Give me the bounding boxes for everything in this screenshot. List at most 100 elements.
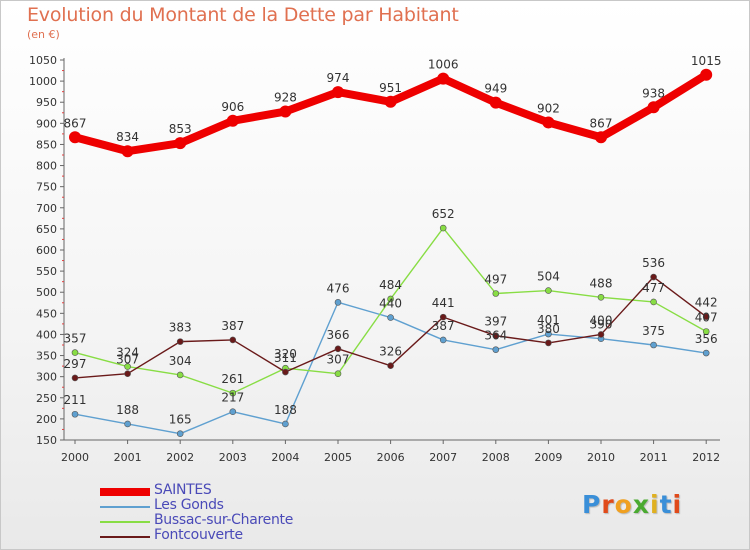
y-tick-label: 450 (36, 307, 57, 320)
data-label: 387 (221, 319, 244, 333)
data-point (229, 389, 237, 397)
data-point (124, 363, 131, 370)
data-label: 357 (64, 332, 87, 346)
data-point (650, 273, 657, 281)
data-label: 867 (64, 116, 87, 130)
data-label: 1006 (428, 58, 459, 72)
data-label: 211 (64, 393, 87, 407)
data-label: 949 (484, 82, 507, 96)
data-label: 401 (537, 313, 560, 327)
x-tick-label: 2010 (587, 451, 615, 464)
data-point (489, 96, 502, 109)
y-tick-label: 650 (36, 223, 57, 236)
x-tick-label: 2008 (482, 451, 510, 464)
data-label: 261 (221, 372, 244, 386)
data-label: 397 (484, 315, 507, 329)
logo-letter: o (614, 490, 633, 519)
data-label: 304 (169, 354, 192, 368)
data-label: 407 (695, 310, 718, 324)
y-tick-label: 950 (36, 96, 57, 109)
data-label: 387 (432, 319, 455, 333)
data-label: 1015 (691, 54, 722, 68)
x-tick-label: 2011 (640, 451, 668, 464)
data-label: 297 (64, 357, 87, 371)
data-label: 974 (327, 71, 350, 85)
logo-letter: x (632, 490, 650, 519)
x-tick-label: 2004 (271, 451, 299, 464)
data-label: 652 (432, 207, 455, 221)
data-point (439, 313, 447, 321)
legend-label: SAINTES (154, 482, 212, 498)
data-label: 390 (590, 318, 613, 332)
y-tick-label: 750 (36, 181, 57, 194)
data-label: 324 (116, 346, 139, 360)
data-label: 326 (379, 345, 402, 359)
y-tick-label: 150 (36, 434, 57, 447)
chart-title: Evolution du Montant de la Dette par Hab… (27, 4, 459, 26)
data-point (176, 430, 184, 437)
logo-letter: P (582, 490, 602, 519)
data-point (700, 68, 713, 81)
data-point (71, 410, 79, 418)
x-tick-label: 2009 (534, 451, 562, 464)
data-point (279, 105, 292, 118)
data-point (545, 339, 552, 347)
data-label: 853 (169, 122, 192, 136)
data-label: 188 (116, 403, 139, 417)
y-tick-label: 1000 (29, 75, 57, 88)
x-tick-label: 2000 (61, 451, 89, 464)
data-point (702, 313, 710, 321)
data-label: 165 (169, 413, 192, 427)
data-label: 951 (379, 81, 402, 95)
data-point (492, 290, 500, 297)
data-point (387, 362, 394, 369)
logo-letter: i (650, 490, 660, 519)
legend-label: Fontcouverte (154, 527, 243, 543)
data-point (124, 370, 131, 378)
proxiti-logo: Proxiti (582, 490, 682, 519)
data-point (229, 408, 237, 416)
data-point (542, 116, 555, 129)
data-label: 906 (221, 100, 244, 114)
data-label: 488 (590, 276, 613, 290)
data-label: 375 (642, 324, 665, 338)
data-label: 364 (484, 329, 507, 343)
data-point (439, 336, 447, 344)
data-label: 497 (484, 272, 507, 286)
data-label: 928 (274, 91, 297, 105)
data-point (437, 72, 450, 85)
data-label: 307 (116, 353, 139, 367)
legend-label: Bussac-sur-Charente (154, 512, 294, 528)
y-tick-label: 550 (36, 265, 57, 278)
data-label: 504 (537, 270, 560, 284)
data-label: 400 (590, 313, 613, 327)
data-label: 356 (695, 332, 718, 346)
legend-swatch (100, 488, 150, 496)
data-point (439, 224, 447, 232)
data-label: 307 (327, 353, 350, 367)
x-tick-label: 2003 (219, 451, 247, 464)
data-label: 366 (327, 328, 350, 342)
data-point (121, 145, 134, 158)
y-tick-label: 850 (36, 138, 57, 151)
data-point (334, 370, 342, 378)
y-tick-label: 900 (36, 117, 57, 130)
data-point (71, 349, 79, 356)
legend-swatch (100, 536, 150, 538)
data-label: 380 (537, 322, 560, 336)
data-point (334, 299, 342, 306)
data-point (384, 95, 397, 108)
data-point (650, 341, 657, 349)
data-point (174, 137, 187, 150)
data-label: 476 (327, 281, 350, 295)
y-tick-label: 250 (36, 392, 57, 405)
y-tick-label: 700 (36, 202, 57, 215)
legend-label: Les Gonds (154, 497, 224, 513)
data-point (282, 420, 289, 428)
data-point (176, 371, 184, 379)
data-point (69, 131, 81, 144)
y-tick-label: 400 (36, 328, 57, 341)
data-point (226, 114, 239, 127)
